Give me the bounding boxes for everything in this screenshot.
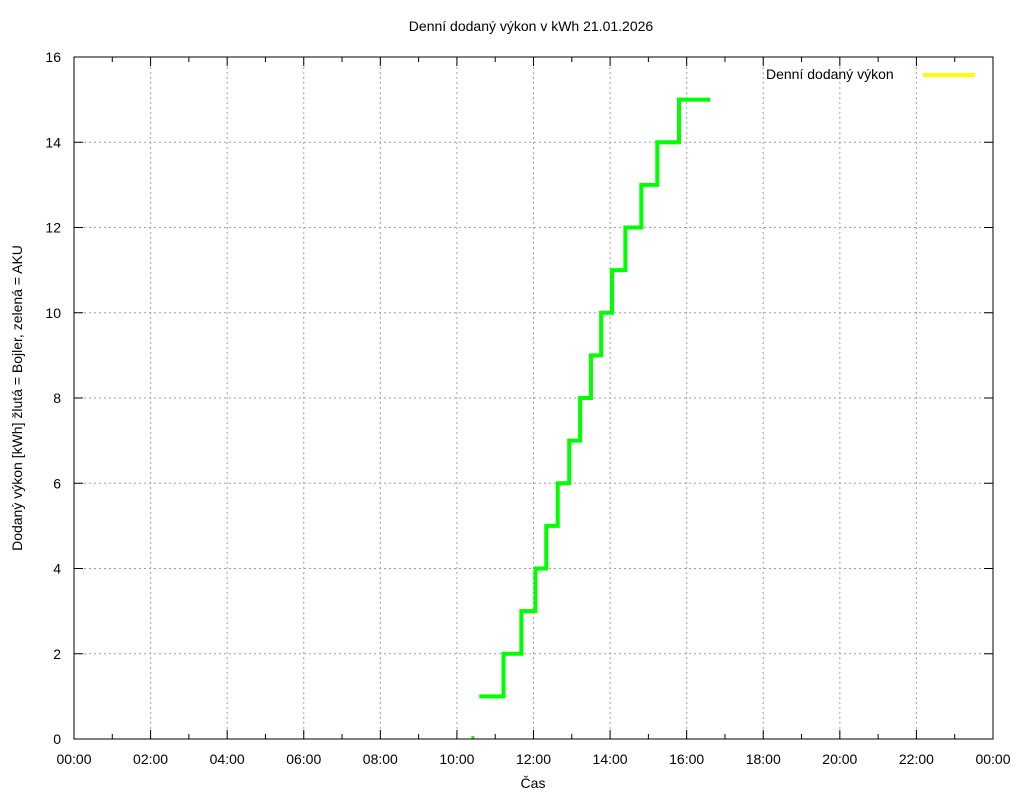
chart-title: Denní dodaný výkon v kWh 21.01.2026 — [408, 18, 654, 34]
data-series — [471, 97, 711, 739]
x-tick-label: 18:00 — [746, 751, 781, 767]
x-tick-label: 10:00 — [439, 751, 474, 767]
x-tick-label: 14:00 — [593, 751, 628, 767]
x-tick-labels: 00:00 02:00 04:00 06:00 08:00 10:00 12:00 14:00… — [56, 751, 1010, 767]
y-tick-label: 6 — [53, 475, 61, 491]
axis-ticks — [73, 56, 994, 740]
x-tick-label: 20:00 — [822, 751, 857, 767]
y-tick-label: 0 — [53, 731, 61, 747]
y-tick-label: 14 — [45, 134, 61, 150]
y-tick-label: 2 — [53, 646, 61, 662]
x-tick-label: 08:00 — [363, 751, 398, 767]
x-tick-label: 00:00 — [975, 751, 1010, 767]
step-line — [479, 97, 711, 699]
y-axis-label: Dodaný výkon [kWh] žlutá = Bojler, zelen… — [9, 245, 25, 551]
x-tick-label: 12:00 — [516, 751, 551, 767]
y-tick-label: 16 — [45, 49, 61, 65]
legend-label: Denní dodaný výkon — [766, 66, 894, 82]
grid-lines — [74, 57, 993, 739]
y-tick-label: 4 — [53, 561, 61, 577]
y-tick-label: 12 — [45, 220, 61, 236]
x-tick-label: 06:00 — [286, 751, 321, 767]
x-axis-label: Čas — [520, 775, 546, 791]
x-tick-label: 04:00 — [210, 751, 245, 767]
x-tick-label: 02:00 — [133, 751, 168, 767]
y-tick-labels: 0 2 4 6 8 10 12 14 16 — [45, 49, 61, 747]
legend-swatch — [923, 73, 975, 77]
x-tick-label: 00:00 — [56, 751, 91, 767]
x-tick-label: 16:00 — [669, 751, 704, 767]
y-tick-label: 8 — [53, 390, 61, 406]
y-tick-label: 10 — [45, 305, 61, 321]
data-point — [471, 736, 475, 739]
x-tick-label: 22:00 — [899, 751, 934, 767]
